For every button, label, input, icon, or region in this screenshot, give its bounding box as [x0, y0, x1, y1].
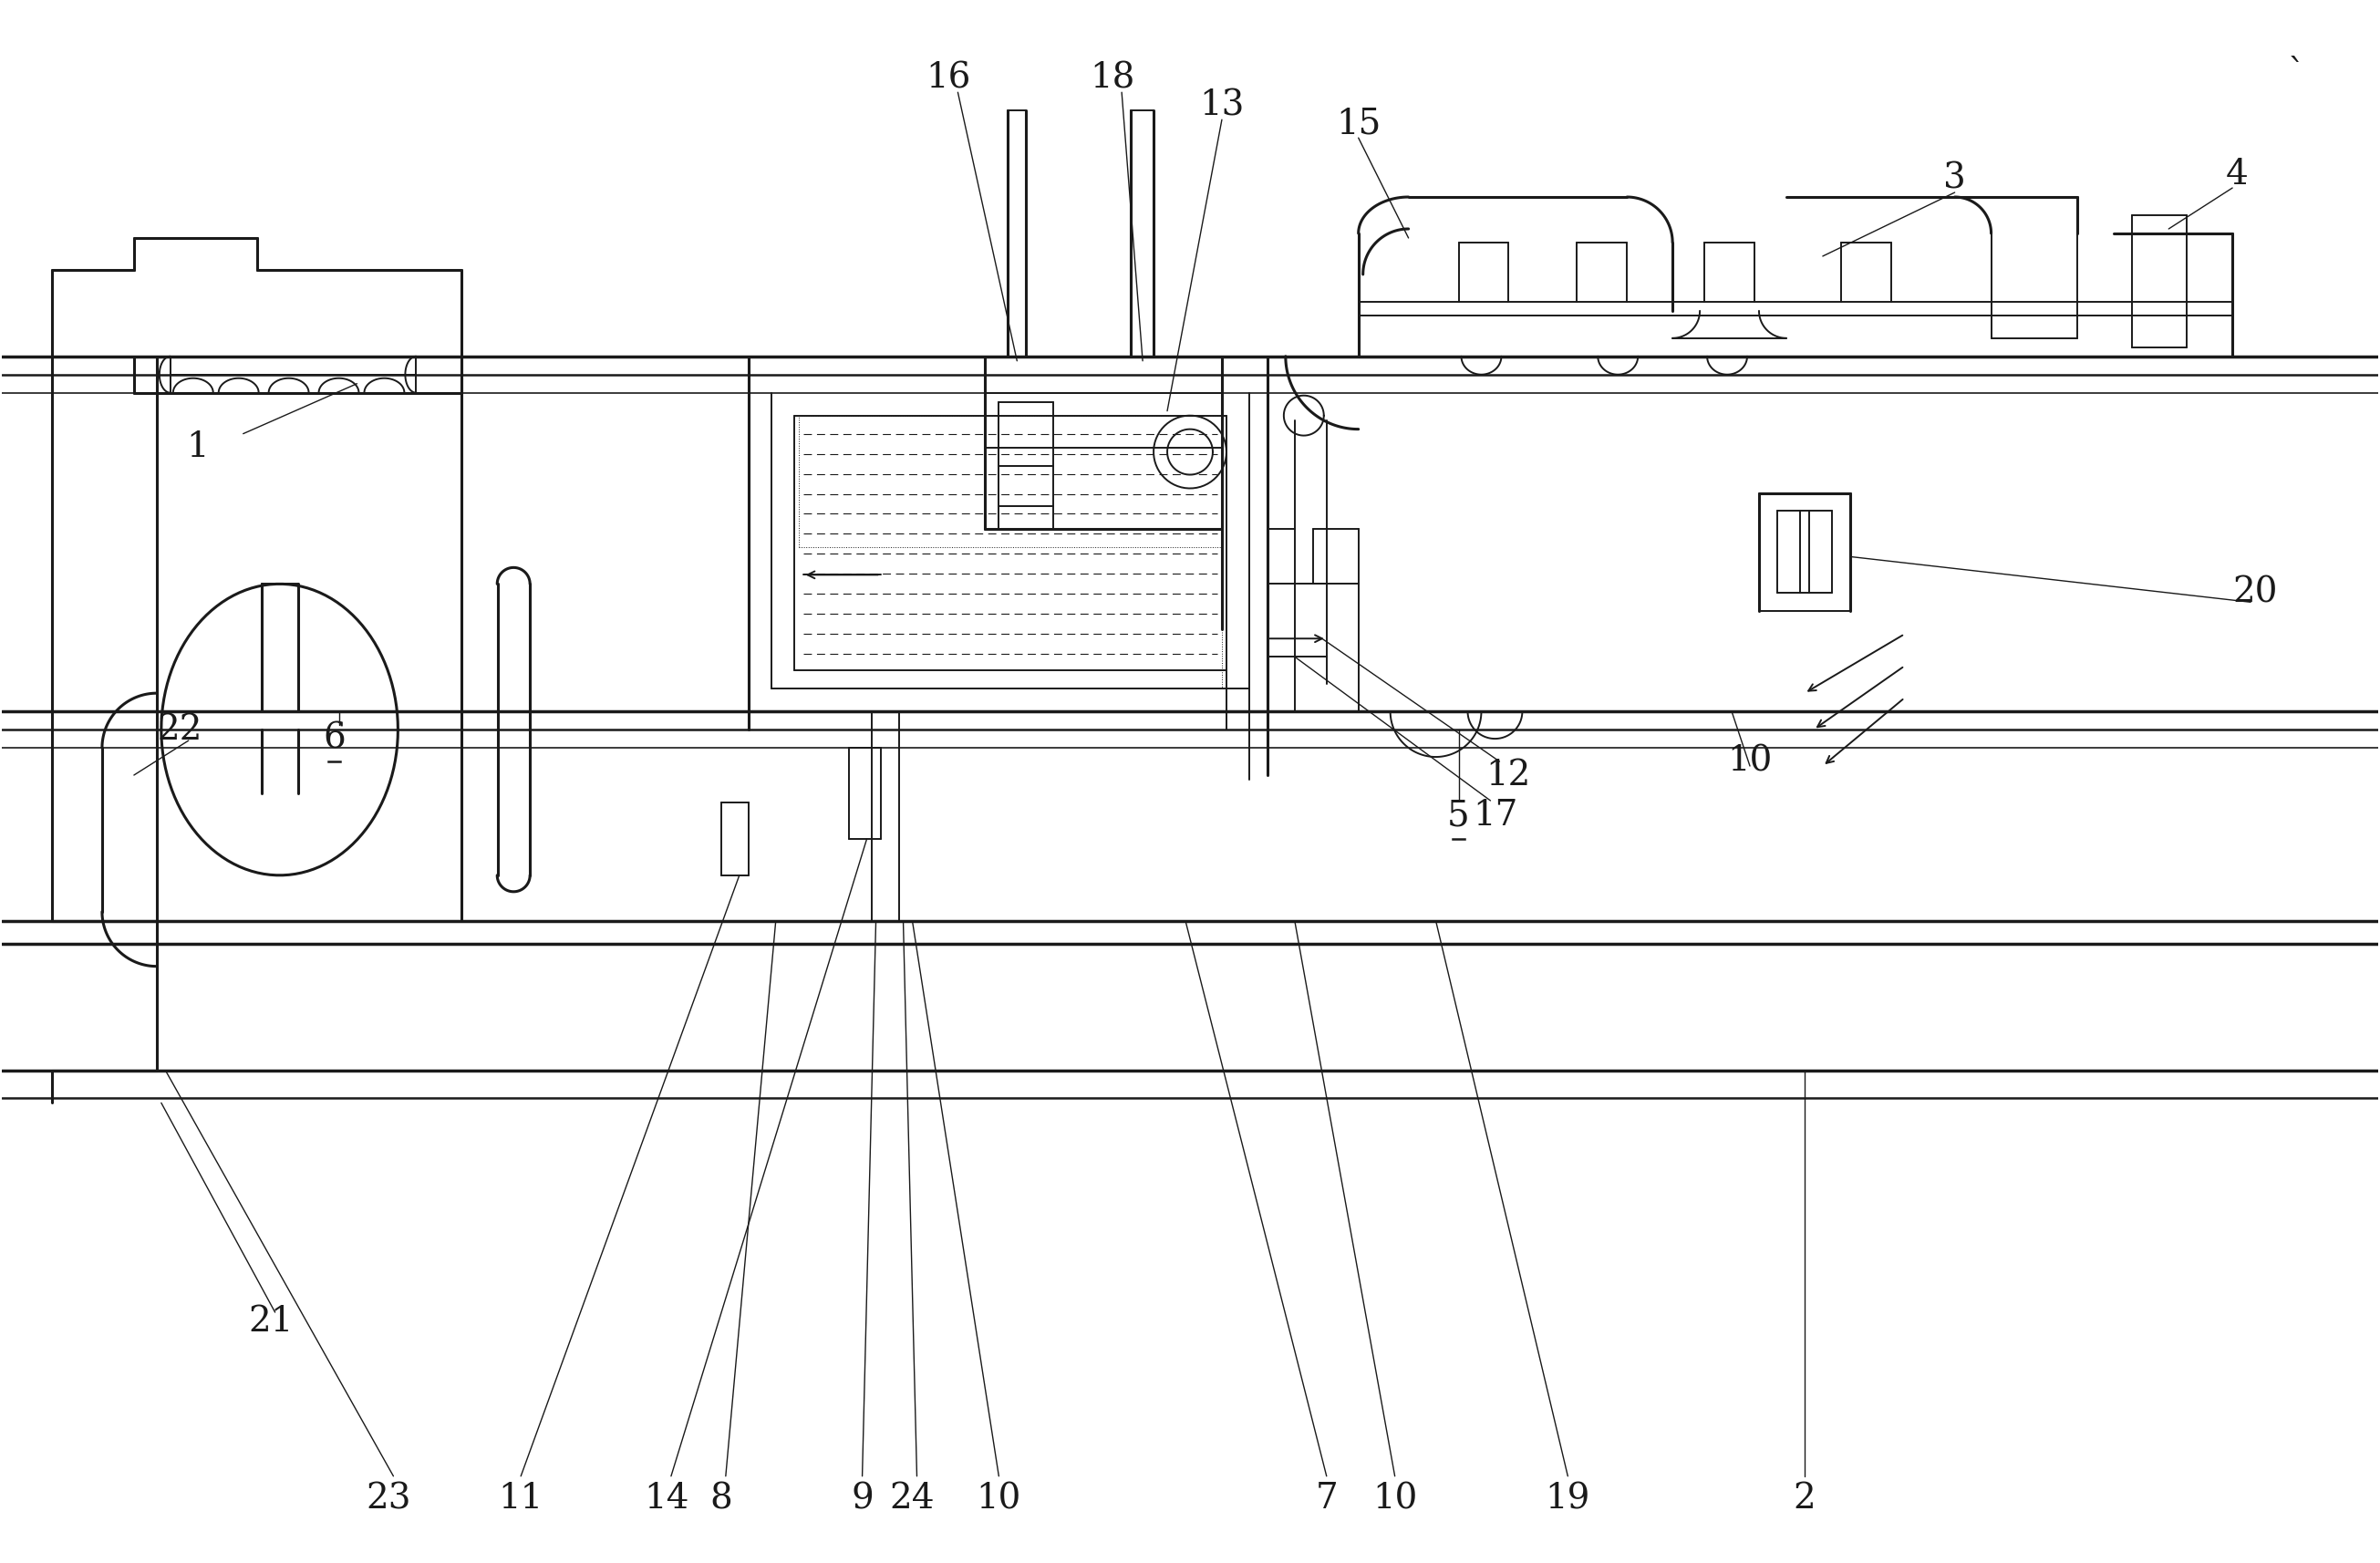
Text: 23: 23 [367, 1482, 412, 1516]
Text: 9: 9 [852, 1482, 873, 1516]
Text: 22: 22 [157, 713, 202, 747]
Text: 11: 11 [497, 1482, 543, 1516]
Text: 3: 3 [1944, 163, 1966, 195]
Text: 19: 19 [1545, 1482, 1590, 1516]
Text: 17: 17 [1473, 799, 1518, 833]
Text: 8: 8 [709, 1482, 733, 1516]
Text: 21: 21 [248, 1305, 293, 1338]
Text: 15: 15 [1335, 108, 1380, 141]
Text: 5: 5 [1447, 799, 1471, 833]
Text: 20: 20 [2232, 577, 2278, 610]
Text: 24: 24 [890, 1482, 935, 1516]
Text: 10: 10 [1728, 744, 1773, 778]
Text: 12: 12 [1485, 758, 1530, 792]
Text: 14: 14 [645, 1482, 690, 1516]
Text: 2: 2 [1792, 1482, 1816, 1516]
Text: 10: 10 [1373, 1482, 1418, 1516]
Text: 13: 13 [1200, 89, 1245, 123]
Text: ˋ: ˋ [2287, 58, 2304, 91]
Text: 6: 6 [324, 722, 345, 755]
Text: 10: 10 [976, 1482, 1021, 1516]
Text: 16: 16 [926, 63, 971, 95]
Text: 1: 1 [186, 430, 209, 464]
Text: 4: 4 [2225, 158, 2249, 191]
Text: 7: 7 [1316, 1482, 1338, 1516]
Text: 18: 18 [1090, 63, 1135, 95]
